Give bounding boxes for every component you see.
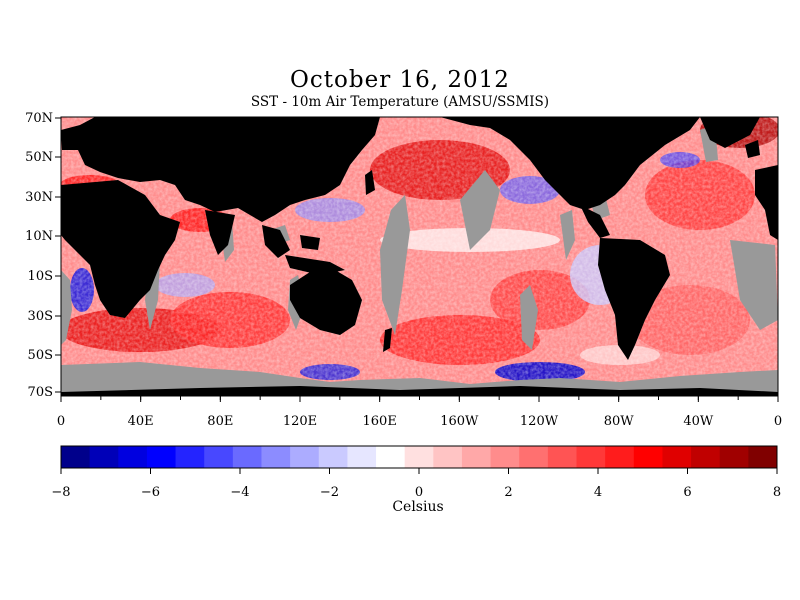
colorbar-swatch [748,446,778,468]
lat-label: 50S [28,348,53,363]
lon-label: 120W [520,414,559,429]
lat-label: 30N [25,190,53,205]
colorbar-swatch [633,446,663,468]
colorbar-swatch [433,446,463,468]
lon-label: 40E [128,414,154,429]
colorbar-tick-label: −2 [320,485,339,500]
lon-label: 120E [283,414,317,429]
colorbar-ticks: −8 −6 −4 −2 0 2 4 6 8 [51,468,781,500]
colorbar-swatch [290,446,320,468]
lat-label: 10N [25,229,53,244]
colorbar-tick-label: −8 [51,485,70,500]
latitude-axis: 70N 50N 30N 10N 10S 30S 50S 70S [25,111,61,400]
colorbar-swatch [376,446,406,468]
lon-label: 160E [363,414,397,429]
colorbar-swatch [519,446,549,468]
colorbar-swatch [691,446,721,468]
colorbar-tick-label: −4 [230,485,249,500]
longitude-axis: 0 40E 80E 120E 160E 160W 120W 80W 40W 0 [57,396,782,429]
colorbar-swatch [118,446,148,468]
map-title: October 16, 2012 [290,67,510,93]
colorbar-tick-label: 8 [773,485,781,500]
colorbar-units-label: Celsius [392,499,444,515]
lat-label: 10S [28,269,53,284]
colorbar-tick-label: 0 [415,485,423,500]
colorbar-swatch [261,446,291,468]
map-subtitle: SST - 10m Air Temperature (AMSU/SSMIS) [250,94,550,110]
lat-label: 70N [25,111,53,126]
lon-label: 40W [683,414,714,429]
colorbar-swatch [605,446,635,468]
colorbar-swatch [61,446,91,468]
colorbar-swatch [490,446,520,468]
lat-label: 50N [25,150,53,165]
lon-label: 160W [440,414,479,429]
colorbar-swatch [175,446,205,468]
lon-label: 0 [774,414,782,429]
colorbar-swatch [662,446,692,468]
colorbar-tick-label: −6 [141,485,160,500]
lat-label: 30S [28,309,53,324]
colorbar-tick-label: 2 [504,485,512,500]
colorbar-swatch [89,446,119,468]
colorbar-swatch [404,446,434,468]
colorbar-swatch [204,446,234,468]
lon-label: 80W [604,414,635,429]
colorbar [60,445,778,469]
lon-label: 80E [207,414,233,429]
lat-label: 70S [28,385,53,400]
ocean-field [61,117,778,396]
colorbar-swatch [547,446,578,468]
colorbar-swatch [576,446,606,468]
lon-label: 0 [57,414,65,429]
land-masses [61,117,778,396]
colorbar-tick-label: 6 [683,485,691,500]
colorbar-tick-label: 4 [594,485,602,500]
colorbar-swatch [318,446,348,468]
colorbar-swatch [146,446,177,468]
colorbar-swatch [461,446,492,468]
colorbar-swatch [232,446,262,468]
colorbar-swatch [347,446,377,468]
colorbar-swatch [719,446,749,468]
